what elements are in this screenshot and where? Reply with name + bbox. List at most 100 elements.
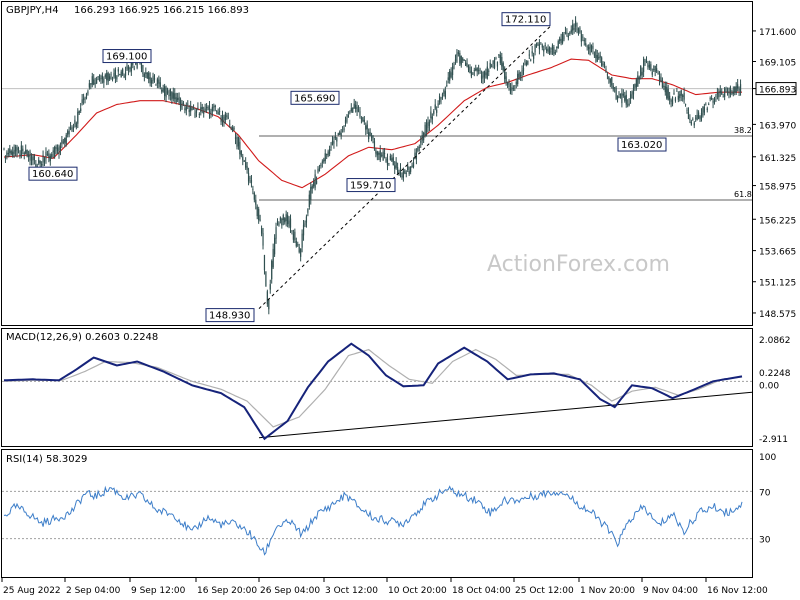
candle-body: [711, 98, 713, 100]
candle-body: [101, 75, 103, 80]
candle-body: [520, 75, 522, 77]
candle-body: [174, 93, 176, 100]
candle-body: [682, 95, 684, 97]
price-tick-label: 153.665: [759, 248, 796, 258]
candle-body: [541, 45, 543, 48]
candle-body: [434, 104, 436, 109]
candle-body: [304, 222, 306, 226]
candle-body: [731, 93, 733, 95]
candle-body: [59, 146, 62, 151]
candle-body: [447, 77, 449, 80]
annotation-label: 169.100: [106, 52, 147, 63]
candle-body: [114, 69, 117, 79]
candle-body: [527, 60, 529, 65]
candle-body: [489, 62, 491, 69]
price-tick-label: 163.970: [759, 121, 796, 131]
candle-body: [130, 61, 132, 72]
candle-body: [68, 130, 70, 135]
candle-body: [700, 112, 703, 119]
candle-body: [548, 47, 551, 54]
candle-body: [324, 153, 326, 161]
annotation-box: [617, 137, 667, 152]
candle-body: [488, 70, 490, 72]
candle-body: [414, 152, 416, 158]
candle-body: [687, 112, 690, 119]
candle-body: [22, 148, 24, 151]
candle-body: [602, 63, 604, 65]
candle-body: [81, 99, 83, 104]
candle-body: [78, 110, 80, 113]
time-tick-label: 25 Oct 12:00: [515, 586, 574, 596]
candle-body: [616, 96, 619, 99]
candle-body: [648, 64, 650, 68]
macd-title: MACD(12,26,9) 0.2603 0.2248: [6, 332, 158, 343]
candle-body: [323, 159, 325, 162]
candle-body: [282, 214, 284, 221]
candle-body: [366, 124, 368, 130]
time-tick-label: 16 Nov 12:00: [707, 586, 768, 596]
candle-body: [156, 79, 158, 85]
candle-body: [300, 248, 302, 257]
candle-body: [158, 79, 160, 84]
candle-body: [504, 68, 506, 80]
candle-body: [530, 59, 532, 61]
candle-body: [486, 66, 488, 79]
candle-body: [641, 71, 643, 76]
candle-body: [45, 151, 47, 159]
candle-body: [632, 88, 635, 95]
candle-body: [556, 46, 558, 48]
candle-body: [161, 89, 163, 92]
candle-body: [268, 299, 270, 310]
candle-body: [201, 106, 203, 110]
moving-average-line: [3, 58, 742, 189]
candle-body: [357, 109, 360, 111]
candle-body: [353, 103, 355, 109]
candle-body: [618, 96, 620, 98]
candle-body: [583, 39, 585, 42]
candle-body: [237, 136, 240, 147]
candle-body: [443, 89, 445, 94]
candle-body: [310, 186, 312, 200]
candle-body: [467, 66, 470, 70]
candle-body: [281, 218, 283, 226]
candle-body: [418, 147, 420, 149]
candle-body: [216, 111, 218, 113]
candle-body: [96, 79, 98, 84]
candle-body: [166, 91, 169, 94]
candle-body: [737, 84, 739, 89]
candle-body: [656, 68, 658, 72]
candle-body: [28, 155, 30, 157]
candle-body: [514, 85, 516, 87]
candle-body: [433, 110, 435, 114]
candle-body: [690, 121, 692, 125]
candle-body: [69, 127, 72, 130]
candle-body: [473, 70, 475, 71]
price-tick-label: 156.225: [759, 216, 796, 226]
candle-body: [3, 148, 5, 150]
candle-body: [368, 132, 370, 140]
candle-body: [506, 82, 509, 85]
rsi-tick-label: 30: [759, 536, 771, 546]
rsi-line: [3, 485, 743, 556]
candle-body: [124, 71, 127, 76]
annotation-label: 148.930: [209, 311, 250, 322]
candle-body: [537, 42, 539, 45]
candle-body: [217, 112, 219, 115]
candle-body: [596, 55, 598, 62]
candle-body: [33, 155, 35, 161]
candle-body: [46, 153, 49, 155]
price-axis: 171.600 169.105 166.893 163.970 161.325 158.9…: [752, 28, 797, 320]
candle-body: [140, 63, 143, 69]
candle-body: [695, 117, 697, 119]
candle-body: [679, 94, 681, 99]
annotation-label: 165.690: [294, 93, 335, 104]
candle-body: [590, 45, 593, 49]
candle-body: [29, 151, 31, 161]
candle-body: [301, 233, 303, 248]
candle-body: [32, 156, 34, 161]
candle-body: [493, 59, 496, 68]
candle-body: [517, 73, 519, 84]
candle-body: [554, 52, 556, 54]
candle-body: [165, 87, 167, 98]
candle-body: [164, 86, 166, 96]
